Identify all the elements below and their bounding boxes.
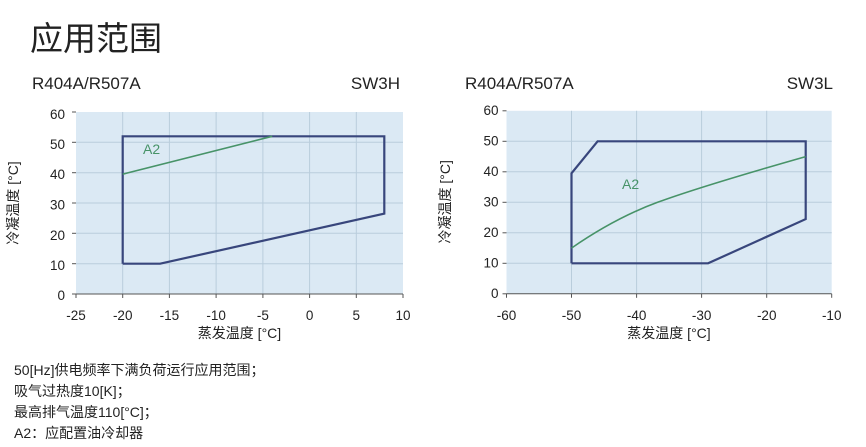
svg-text:-10: -10: [206, 308, 226, 323]
svg-text:60: 60: [50, 107, 65, 122]
svg-text:蒸发温度 [°C]: 蒸发温度 [°C]: [198, 325, 281, 341]
svg-text:A2: A2: [622, 176, 639, 192]
svg-text:-10: -10: [822, 308, 842, 323]
svg-text:冷凝温度 [°C]: 冷凝温度 [°C]: [437, 160, 453, 243]
svg-text:蒸发温度 [°C]: 蒸发温度 [°C]: [627, 325, 710, 341]
svg-text:-40: -40: [627, 308, 647, 323]
svg-text:-15: -15: [160, 308, 180, 323]
svg-text:-5: -5: [257, 308, 269, 323]
svg-text:-25: -25: [66, 308, 86, 323]
svg-text:50: 50: [483, 133, 498, 148]
svg-text:40: 40: [483, 164, 498, 179]
svg-text:-20: -20: [757, 308, 777, 323]
svg-text:60: 60: [483, 103, 498, 118]
svg-text:10: 10: [395, 308, 410, 323]
svg-text:-30: -30: [692, 308, 712, 323]
svg-text:30: 30: [483, 194, 498, 209]
svg-text:冷凝温度 [°C]: 冷凝温度 [°C]: [5, 161, 21, 244]
svg-text:10: 10: [50, 258, 65, 273]
svg-text:5: 5: [353, 308, 361, 323]
svg-text:0: 0: [491, 286, 499, 301]
svg-text:-50: -50: [562, 308, 582, 323]
svg-text:0: 0: [306, 308, 314, 323]
svg-text:20: 20: [50, 228, 65, 243]
svg-text:50: 50: [50, 137, 65, 152]
svg-text:40: 40: [50, 167, 65, 182]
svg-text:-60: -60: [497, 308, 517, 323]
svg-text:20: 20: [483, 225, 498, 240]
svg-text:-20: -20: [113, 308, 133, 323]
svg-text:10: 10: [483, 255, 498, 270]
svg-text:A2: A2: [143, 141, 160, 157]
svg-text:30: 30: [50, 198, 65, 213]
svg-text:0: 0: [57, 288, 65, 303]
